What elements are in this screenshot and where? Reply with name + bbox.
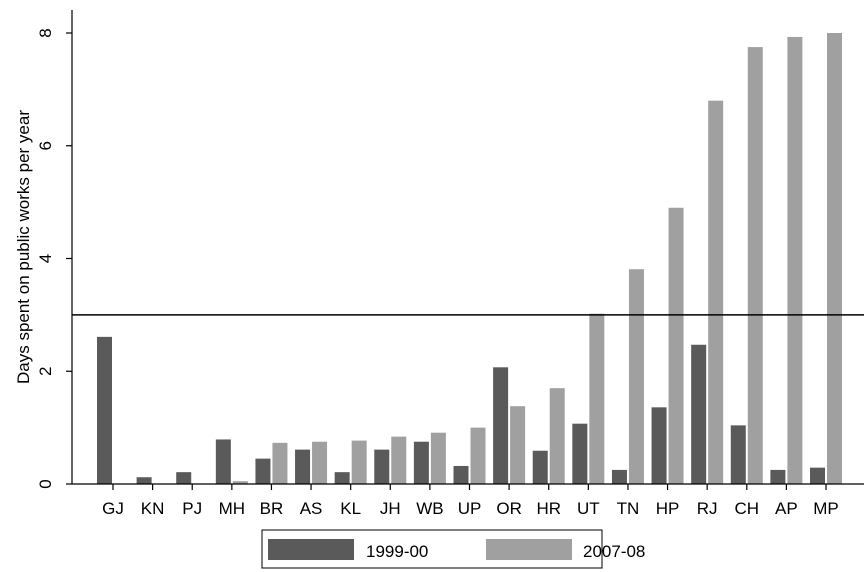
bar-2007-08-JH [391, 436, 407, 484]
bar-1999-00-JH [374, 449, 390, 484]
x-tick-label: RJ [697, 499, 718, 518]
bar-1999-00-UT [572, 423, 588, 484]
bar-1999-00-TN [611, 469, 627, 484]
legend: 1999-00 2007-08 [261, 529, 645, 569]
y-tick-label: 0 [36, 479, 55, 488]
bar-1999-00-HR [532, 450, 548, 484]
bar-2007-08-TN [628, 269, 644, 484]
bar-1999-00-MH [215, 439, 231, 484]
x-tick-label: MH [219, 499, 245, 518]
bar-1999-00-OR [493, 367, 509, 484]
bar-1999-00-HP [651, 407, 667, 484]
bar-2007-08-UT [589, 313, 605, 484]
x-tick-label: OR [496, 499, 522, 518]
x-tick-label: WB [416, 499, 443, 518]
bar-2007-08-OR [510, 406, 526, 484]
bar-1999-00-KL [334, 472, 350, 484]
bar-2007-08-MH [232, 481, 248, 484]
bar-1999-00-CH [730, 425, 746, 484]
x-tick-label: KN [141, 499, 165, 518]
bar-1999-00-WB [413, 441, 429, 484]
legend-label-2007-08: 2007-08 [583, 542, 645, 561]
y-tick-label: 8 [36, 28, 55, 37]
bar-1999-00-GJ [97, 336, 112, 484]
x-tick-label: JH [380, 499, 401, 518]
bar-1999-00-KN [136, 477, 152, 484]
bar-2007-08-MP [827, 33, 842, 484]
bar-2007-08-AP [787, 36, 803, 484]
x-tick-label: UP [458, 499, 482, 518]
bar-2007-08-UP [470, 427, 486, 484]
x-tick-label: AP [775, 499, 798, 518]
bars-group [97, 33, 842, 485]
legend-swatch-1999-00 [268, 539, 354, 560]
y-tick-label: 6 [36, 141, 55, 150]
bar-2007-08-CH [747, 47, 763, 484]
bar-1999-00-BR [255, 458, 271, 484]
x-tick-label: CH [734, 499, 759, 518]
bar-2007-08-AS [312, 441, 328, 484]
legend-label-1999-00: 1999-00 [366, 542, 428, 561]
bar-1999-00-RJ [691, 344, 707, 484]
x-tick-label: TN [617, 499, 640, 518]
bar-1999-00-AP [770, 469, 786, 484]
bar-1999-00-AS [295, 449, 311, 484]
y-axis-label: Days spent on public works per year [14, 110, 33, 384]
x-tick-label: KL [340, 499, 361, 518]
x-tick-label: HP [656, 499, 680, 518]
y-ticks-group: 0 2 4 6 8 [36, 28, 72, 489]
x-tick-label: MP [813, 499, 839, 518]
y-tick-label: 2 [36, 367, 55, 376]
bar-2007-08-HP [668, 207, 684, 484]
bar-1999-00-PJ [176, 472, 192, 484]
x-tick-label: HR [536, 499, 561, 518]
bar-2007-08-BR [272, 442, 288, 484]
x-tick-label: BR [260, 499, 284, 518]
x-tick-label: AS [300, 499, 323, 518]
y-tick-label: 4 [36, 254, 55, 263]
x-ticks-group: GJ KN PJ MH BR AS KL JH WB UP OR HR UT TN HP RJ CH AP MP [102, 484, 839, 518]
bar-2007-08-RJ [708, 100, 724, 485]
bar-2007-08-KL [351, 440, 367, 484]
bar-1999-00-UP [453, 465, 469, 484]
x-tick-label: GJ [102, 499, 124, 518]
bar-2007-08-HR [549, 388, 565, 484]
x-tick-label: UT [577, 499, 600, 518]
legend-swatch-2007-08 [486, 539, 572, 560]
bar-2007-08-WB [430, 432, 446, 484]
x-tick-label: PJ [182, 499, 202, 518]
bar-1999-00-MP [810, 467, 825, 484]
